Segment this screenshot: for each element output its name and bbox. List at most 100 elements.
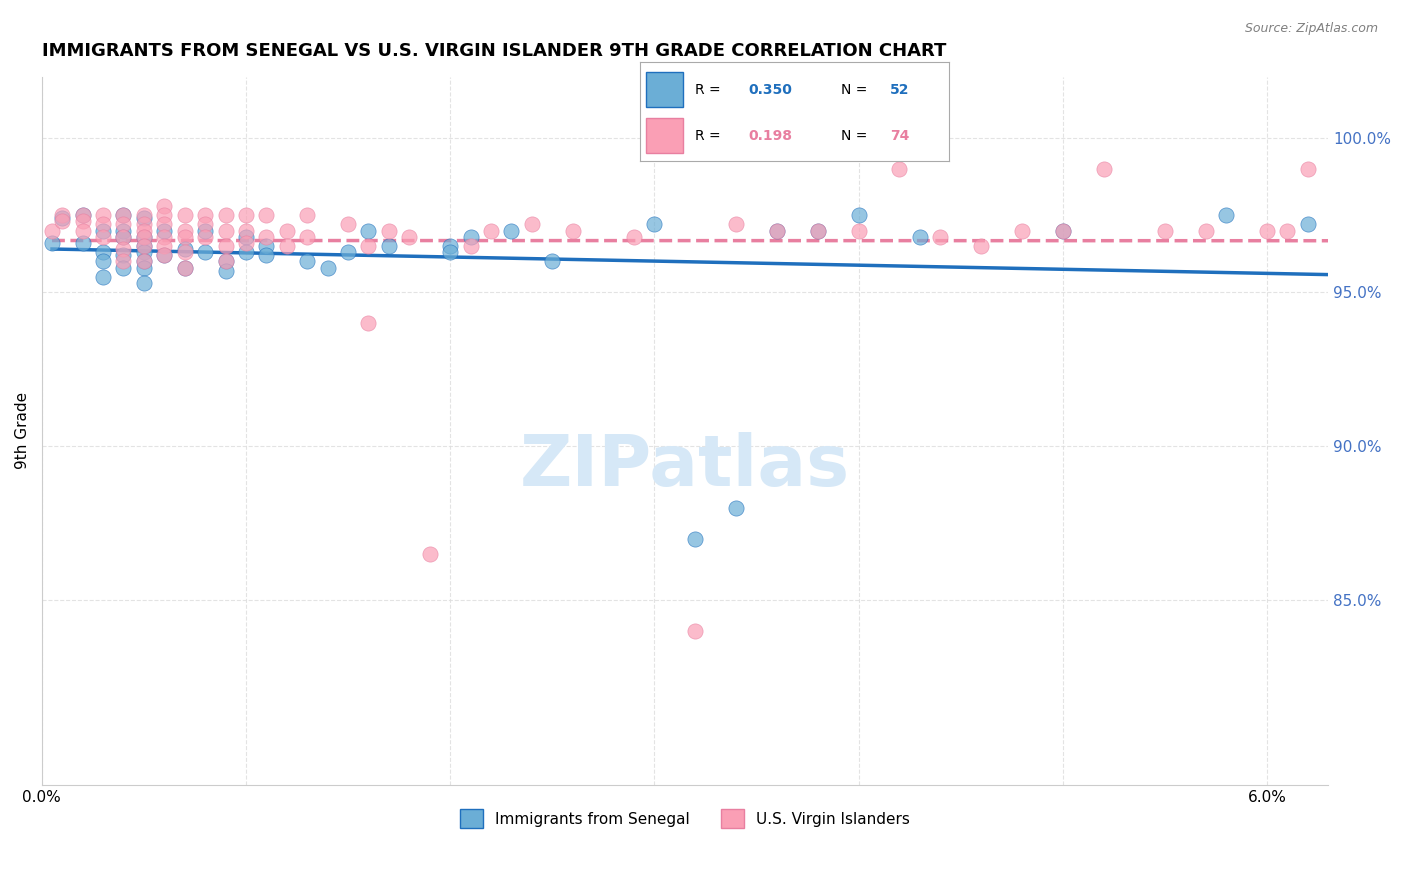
Text: N =: N = [841,83,872,97]
Legend: Immigrants from Senegal, U.S. Virgin Islanders: Immigrants from Senegal, U.S. Virgin Isl… [454,804,915,834]
Point [72,208,94,222]
Point [357,239,380,253]
Point [276,224,298,238]
Point [41,224,63,238]
Point [91,218,114,232]
Point [460,229,482,244]
Point [766,224,789,238]
Point [112,254,135,268]
Point [112,224,135,238]
Point [91,254,114,268]
Text: N =: N = [841,129,872,143]
Point [1092,161,1115,176]
Point [194,245,217,260]
Text: 74: 74 [890,129,910,143]
Point [173,260,195,275]
Point [254,208,277,222]
Point [276,239,298,253]
Point [173,208,195,222]
Point [1256,224,1278,238]
Point [807,224,830,238]
Point [153,248,176,262]
Point [1296,161,1319,176]
Point [378,224,401,238]
Point [1011,224,1033,238]
Point [214,239,236,253]
Point [254,229,277,244]
Point [1277,224,1299,238]
Point [561,224,583,238]
Point [153,218,176,232]
Point [807,224,830,238]
Point [501,224,523,238]
Point [419,547,441,561]
Point [214,208,236,222]
Point [214,263,236,277]
Point [194,208,217,222]
Point [929,229,952,244]
Point [132,254,155,268]
Point [72,208,94,222]
Point [132,245,155,260]
Point [194,229,217,244]
Point [297,229,319,244]
Point [520,218,543,232]
Point [1052,224,1074,238]
Point [112,248,135,262]
Point [132,229,155,244]
Point [173,245,195,260]
Point [153,208,176,222]
Point [153,224,176,238]
Point [1194,224,1216,238]
Point [1052,224,1074,238]
Point [132,208,155,222]
Point [1296,218,1319,232]
Point [908,229,931,244]
Point [112,260,135,275]
Point [337,245,360,260]
Text: Source: ZipAtlas.com: Source: ZipAtlas.com [1244,22,1378,36]
Point [378,239,401,253]
Point [112,208,135,222]
Point [235,224,257,238]
Point [235,229,257,244]
Point [153,229,176,244]
Point [132,229,155,244]
Point [889,161,911,176]
Text: 52: 52 [890,83,910,97]
Text: R =: R = [696,129,725,143]
Point [623,229,645,244]
Point [724,500,747,515]
Point [357,316,380,330]
Point [643,218,665,232]
Point [439,239,461,253]
Point [51,211,73,226]
Text: R =: R = [696,83,725,97]
Point [91,269,114,284]
Point [194,218,217,232]
Point [214,254,236,268]
Point [112,242,135,256]
Point [479,224,502,238]
Point [91,224,114,238]
Point [173,224,195,238]
Point [1215,208,1237,222]
Point [1153,224,1175,238]
Point [766,224,789,238]
Point [41,235,63,250]
Point [132,224,155,238]
Point [398,229,420,244]
Point [214,254,236,268]
Y-axis label: 9th Grade: 9th Grade [15,392,30,469]
Point [132,211,155,226]
Point [112,229,135,244]
Point [173,260,195,275]
Point [254,239,277,253]
FancyBboxPatch shape [645,72,683,107]
Point [173,242,195,256]
Point [91,229,114,244]
Point [51,208,73,222]
Point [72,214,94,228]
Point [460,239,482,253]
Point [357,224,380,238]
